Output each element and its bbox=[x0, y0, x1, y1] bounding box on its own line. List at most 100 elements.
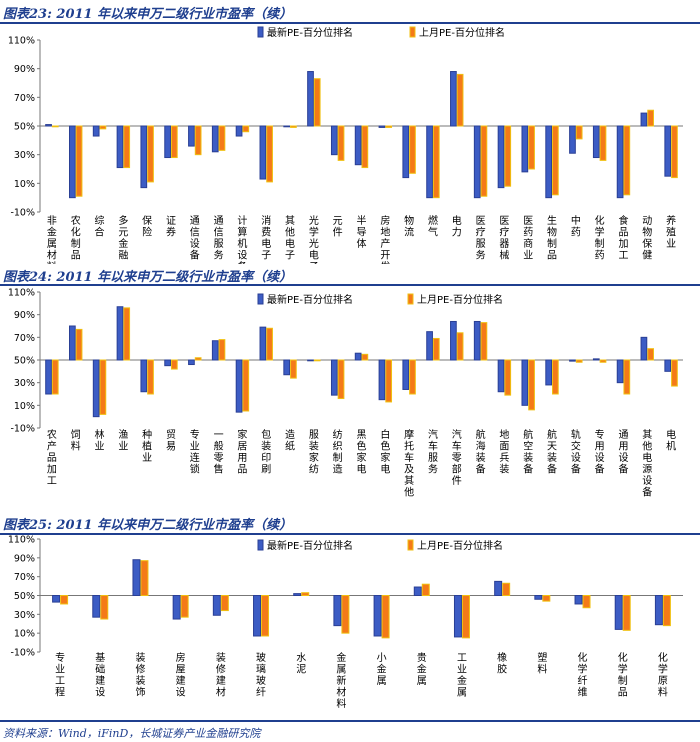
bar-last-month bbox=[147, 125, 154, 183]
bar-latest bbox=[473, 125, 481, 199]
category-label: 通用设备 bbox=[618, 429, 628, 476]
bar-latest bbox=[172, 595, 181, 620]
bar-latest bbox=[164, 359, 171, 367]
bar-latest bbox=[188, 125, 195, 147]
category-label: 计算机设备 bbox=[237, 214, 247, 264]
bar-latest bbox=[116, 306, 124, 361]
bar-last-month bbox=[147, 359, 154, 395]
bar-latest bbox=[259, 125, 267, 180]
bar-latest bbox=[616, 359, 624, 384]
bar-last-month bbox=[313, 359, 321, 362]
bar-last-month bbox=[140, 560, 149, 596]
bar-latest bbox=[569, 359, 576, 362]
category-label: 塑料 bbox=[537, 652, 547, 676]
category-label: 家居用品 bbox=[237, 428, 247, 476]
bar-latest bbox=[521, 359, 529, 406]
category-label: 非金属材料 bbox=[47, 215, 57, 264]
bar-last-month bbox=[266, 125, 273, 183]
bar-last-month bbox=[623, 359, 631, 395]
category-label: 纺织制造 bbox=[333, 428, 343, 476]
category-label: 基础建设 bbox=[95, 651, 105, 699]
y-tick-label: 10% bbox=[14, 179, 35, 190]
category-label: 化学制药 bbox=[595, 214, 605, 262]
bar-last-month bbox=[337, 125, 345, 161]
bar-latest bbox=[330, 359, 338, 396]
bar-last-month bbox=[220, 595, 229, 612]
bar-last-month bbox=[301, 592, 310, 596]
category-label: 化学制品 bbox=[618, 651, 628, 699]
bar-last-month bbox=[409, 359, 416, 395]
bar-latest bbox=[569, 125, 576, 154]
bar-last-month bbox=[99, 359, 107, 415]
bar-last-month bbox=[552, 359, 559, 395]
bar-latest bbox=[116, 125, 124, 169]
bar-latest bbox=[283, 359, 291, 376]
bar-last-month bbox=[290, 125, 297, 128]
bar-last-month bbox=[671, 359, 678, 387]
y-tick-label: 10% bbox=[14, 629, 35, 640]
category-label: 装修建材 bbox=[216, 651, 226, 699]
bar-last-month bbox=[461, 595, 470, 639]
bar-last-month bbox=[480, 125, 488, 197]
bar-latest bbox=[283, 125, 291, 128]
bar-latest bbox=[211, 340, 219, 361]
bar-latest bbox=[494, 580, 503, 596]
bar-latest bbox=[132, 559, 141, 596]
y-tick-label: -10% bbox=[10, 208, 35, 219]
category-label: 保险 bbox=[142, 214, 152, 239]
bar-last-month bbox=[623, 125, 631, 196]
y-tick-label: 70% bbox=[14, 572, 35, 583]
bar-last-month bbox=[622, 595, 631, 631]
bar-latest bbox=[333, 595, 342, 627]
bar-latest bbox=[592, 358, 600, 361]
legend-label: 最新PE-百分位排名 bbox=[267, 293, 353, 306]
category-label: 食品加工 bbox=[618, 214, 628, 262]
category-label: 摩托车及其他 bbox=[404, 428, 414, 499]
y-tick-label: 90% bbox=[14, 310, 35, 321]
category-label: 化学原料 bbox=[658, 651, 668, 699]
bar-latest bbox=[373, 595, 382, 637]
chart-24: 110% 90% 70% 50% 30% 10% -10% 最新PE-百分位排名 上月PE-百分… bbox=[8, 288, 683, 499]
bar-latest bbox=[545, 125, 553, 199]
category-label: 综合 bbox=[95, 214, 105, 239]
bar-last-month bbox=[528, 359, 535, 411]
bar-last-month bbox=[361, 125, 369, 169]
category-label: 服装家纺 bbox=[309, 429, 319, 476]
bar-last-month bbox=[504, 125, 512, 187]
bar-last-month bbox=[480, 322, 488, 361]
category-label: 光学光电子 bbox=[309, 214, 319, 264]
bar-latest bbox=[164, 125, 171, 159]
chart-title-24: 图表24: 2011 年以来申万二级行业市盈率（续） bbox=[3, 270, 293, 285]
legend-swatch bbox=[257, 293, 264, 305]
category-label: 专业工程 bbox=[55, 651, 65, 699]
chart-title-23: 图表23: 2011 年以来申万二级行业市盈率（续） bbox=[3, 7, 293, 22]
category-label: 轨交设备 bbox=[571, 428, 581, 476]
category-label: 橡胶 bbox=[497, 651, 507, 676]
legend-label: 上月PE-百分位排名 bbox=[419, 26, 505, 39]
legend-item: 最新PE-百分位排名 bbox=[257, 26, 353, 39]
bar-last-month bbox=[552, 125, 559, 196]
bar-last-month bbox=[99, 125, 107, 130]
bar-latest bbox=[92, 359, 100, 418]
bar-latest bbox=[664, 359, 672, 372]
bar-last-month bbox=[242, 125, 250, 133]
category-label: 医药商业 bbox=[523, 215, 533, 262]
bar-last-month bbox=[432, 337, 440, 361]
bar-latest bbox=[450, 71, 457, 127]
chart-23: 110% 90% 70% 50% 30% 10% -10% 最新PE-百分位排名 上月PE-百分… bbox=[8, 26, 683, 264]
bar-latest bbox=[92, 595, 101, 618]
bar-last-month bbox=[662, 595, 671, 627]
bar-last-month bbox=[575, 359, 583, 363]
bar-last-month bbox=[313, 78, 321, 127]
category-label: 造纸 bbox=[285, 428, 295, 453]
category-label: 其他电源设备 bbox=[642, 429, 652, 499]
category-label: 农产品加工 bbox=[47, 428, 57, 487]
bar-latest bbox=[212, 595, 221, 616]
bar-latest bbox=[614, 595, 623, 630]
title-rule bbox=[0, 22, 700, 24]
category-label: 金属新材料 bbox=[336, 651, 346, 710]
category-label: 专业连锁 bbox=[190, 428, 200, 476]
bar-last-month bbox=[337, 359, 345, 400]
category-label: 林业 bbox=[95, 428, 105, 453]
legend-item: 最新PE-百分位排名 bbox=[257, 293, 353, 306]
